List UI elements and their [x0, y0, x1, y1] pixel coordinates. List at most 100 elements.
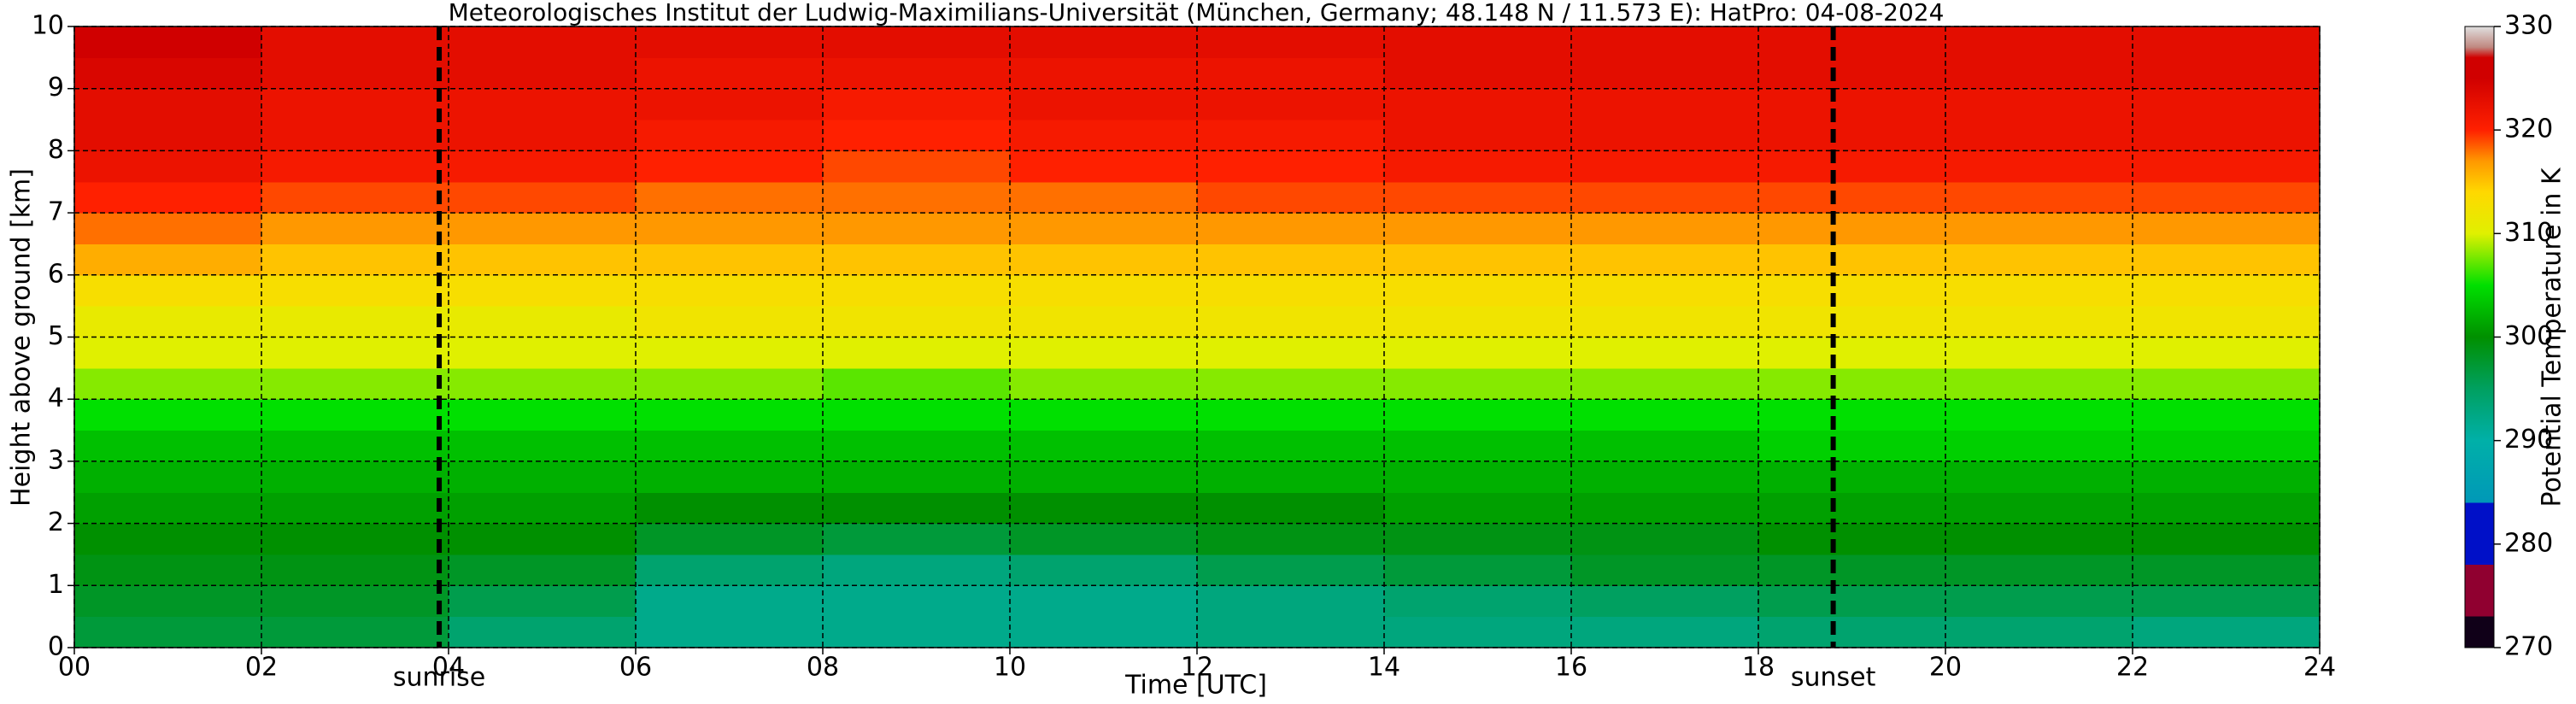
heatmap-cell [1197, 243, 1385, 276]
heatmap-cell [1384, 274, 1572, 307]
heatmap-cell [1384, 492, 1572, 525]
heatmap-cell [1758, 57, 1946, 90]
heatmap-cell [1010, 523, 1198, 555]
heatmap-cell [1384, 181, 1572, 214]
heatmap-cell [1384, 306, 1572, 337]
heatmap-cell [2133, 616, 2321, 648]
y-tick-label: 3 [48, 445, 64, 475]
heatmap-cell [1571, 243, 1759, 276]
heatmap-cell [1197, 367, 1385, 400]
heatmap-cell [74, 430, 262, 462]
heatmap-cell [449, 181, 637, 214]
heatmap-cell [1571, 26, 1759, 58]
heatmap-cell [449, 150, 637, 183]
heatmap-cell [2133, 523, 2321, 555]
heatmap-cell [1571, 554, 1759, 586]
heatmap-cell [823, 616, 1011, 648]
heatmap-cell [2133, 585, 2321, 618]
heatmap-cell [823, 243, 1011, 276]
heatmap-cell [261, 243, 449, 276]
heatmap-cell [1758, 181, 1946, 214]
heatmap-cell [1010, 616, 1198, 648]
y-tick-label: 5 [48, 321, 64, 351]
heatmap-cell [823, 306, 1011, 337]
heatmap-cell [1758, 430, 1946, 462]
heatmap-cell [1197, 88, 1385, 120]
x-tick-label: 22 [2116, 653, 2149, 683]
heatmap-cell [1384, 430, 1572, 462]
heatmap-cell [1010, 492, 1198, 525]
heatmap-cell [1758, 120, 1946, 151]
heatmap-cell [823, 337, 1011, 369]
heatmap-cell [1197, 26, 1385, 58]
x-tick-label: 20 [1929, 653, 1962, 683]
heatmap-cell [823, 26, 1011, 58]
heatmap-cell [449, 616, 637, 648]
heatmap-cell [261, 88, 449, 120]
heatmap-cell [1010, 274, 1198, 307]
colorbar [2464, 26, 2495, 648]
y-tick-label: 9 [48, 73, 64, 103]
heatmap-cell [1758, 306, 1946, 337]
heatmap-cell [261, 150, 449, 183]
heatmap-cell [1384, 399, 1572, 431]
heatmap-cell [1384, 150, 1572, 183]
heatmap-cell [449, 274, 637, 307]
heatmap-cell [1384, 88, 1572, 120]
heatmap-cell [1571, 57, 1759, 90]
heatmap-cell [1758, 492, 1946, 525]
heatmap-cell [823, 57, 1011, 90]
heatmap-cell [1571, 120, 1759, 151]
heatmap-cell [449, 120, 637, 151]
y-tick-label: 10 [32, 11, 64, 41]
heatmap-cell [823, 367, 1011, 400]
heatmap-cell [1571, 274, 1759, 307]
heatmap-cell [74, 616, 262, 648]
heatmap-cell [261, 337, 449, 369]
y-tick-label: 1 [48, 570, 64, 600]
heatmap-cell [74, 243, 262, 276]
heatmap-cell [636, 274, 824, 307]
heatmap-cell [1384, 554, 1572, 586]
colorbar-label: Potential Temperature in K [2538, 167, 2567, 507]
heatmap-cell [2133, 213, 2321, 244]
heatmap-cell [823, 430, 1011, 462]
heatmap-cell [2133, 26, 2321, 58]
heatmap-cell [1571, 461, 1759, 493]
heatmap-cell [1384, 26, 1572, 58]
heatmap-cell [74, 306, 262, 337]
heatmap-cell [1384, 337, 1572, 369]
heatmap-cell [1010, 367, 1198, 400]
x-tick-label: 24 [2303, 653, 2336, 683]
heatmap-cell [1945, 367, 2133, 400]
colorbar-tick-label: 290 [2504, 425, 2553, 455]
heatmap-cell [1384, 461, 1572, 493]
heatmap-cell [74, 523, 262, 555]
heatmap-cell [1758, 367, 1946, 400]
x-tick-label: 00 [58, 653, 91, 683]
heatmap-cell [823, 88, 1011, 120]
heatmap-cell [2133, 150, 2321, 183]
heatmap-cell [636, 367, 824, 400]
heatmap-cell [449, 585, 637, 618]
heatmap-cell [823, 554, 1011, 586]
heatmap-cell [449, 461, 637, 493]
chart-title: Meteorologisches Institut der Ludwig-Max… [449, 0, 1945, 26]
heatmap-cell [2133, 274, 2321, 307]
heatmap-cell [1945, 616, 2133, 648]
y-tick-label: 0 [48, 632, 64, 662]
heatmap-cell [1010, 585, 1198, 618]
heatmap-cell [2133, 461, 2321, 493]
heatmap-cell [1010, 337, 1198, 369]
heatmap-cell [2133, 430, 2321, 462]
heatmap-cell [449, 306, 637, 337]
colorbar-tick-label: 330 [2504, 11, 2553, 41]
heatmap-cell [1010, 26, 1198, 58]
heatmap-cell [1945, 150, 2133, 183]
heatmap-cell [1384, 616, 1572, 648]
heatmap-cell [74, 150, 262, 183]
heatmap-cell [1571, 367, 1759, 400]
heatmap-cell [1197, 554, 1385, 586]
heatmap-cell [1010, 243, 1198, 276]
heatmap-cell [1945, 430, 2133, 462]
